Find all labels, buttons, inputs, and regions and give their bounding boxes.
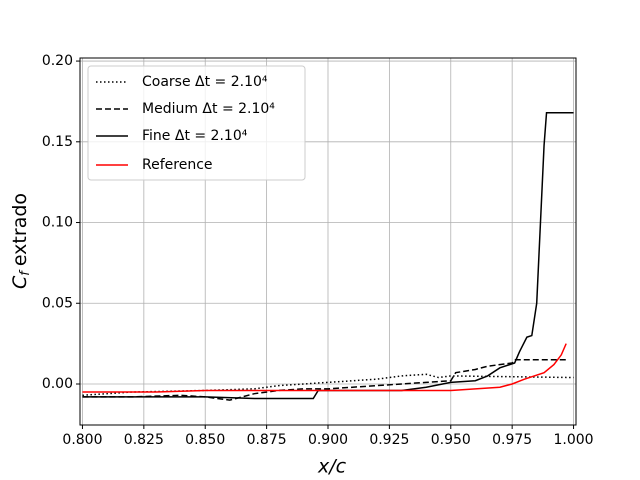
y-tick-label: 0.05 (42, 295, 73, 311)
y-tick-label: 0.20 (42, 53, 73, 69)
legend-label: Reference (142, 157, 213, 173)
x-axis-label: x/c (317, 456, 347, 478)
y-tick-label: 0.15 (42, 134, 73, 150)
y-label-subscript: f (18, 269, 33, 276)
x-tick-label: 0.900 (308, 432, 348, 448)
x-tick-label: 0.950 (431, 432, 471, 448)
x-tick-label: 0.825 (124, 432, 164, 448)
x-tick-label: 0.875 (247, 432, 287, 448)
x-tick-label: 0.800 (62, 432, 102, 448)
series-line (82, 359, 569, 401)
legend-label: Coarse Δt = 2.10⁴ (142, 74, 268, 90)
series-line (82, 343, 567, 393)
y-label-symbol: C (9, 275, 31, 289)
legend-label: Medium Δt = 2.10⁴ (142, 101, 275, 117)
y-label-text: extrado (9, 193, 31, 266)
y-axis-label: Cf extrado (9, 193, 33, 289)
x-tick-label: 0.850 (185, 432, 225, 448)
x-tick-label: 1.000 (553, 432, 593, 448)
y-tick-label: 0.10 (42, 215, 73, 231)
legend-label: Fine Δt = 2.10⁴ (142, 128, 248, 144)
legend: Coarse Δt = 2.10⁴ Medium Δt = 2.10⁴ Fine Δ… (87, 65, 306, 181)
plot-frame (79, 57, 577, 426)
y-tick-label: 0.00 (42, 376, 73, 392)
legend-box (87, 65, 306, 181)
x-tick-label: 0.925 (369, 432, 409, 448)
x-tick-label: 0.975 (492, 432, 532, 448)
series-line (82, 111, 574, 400)
